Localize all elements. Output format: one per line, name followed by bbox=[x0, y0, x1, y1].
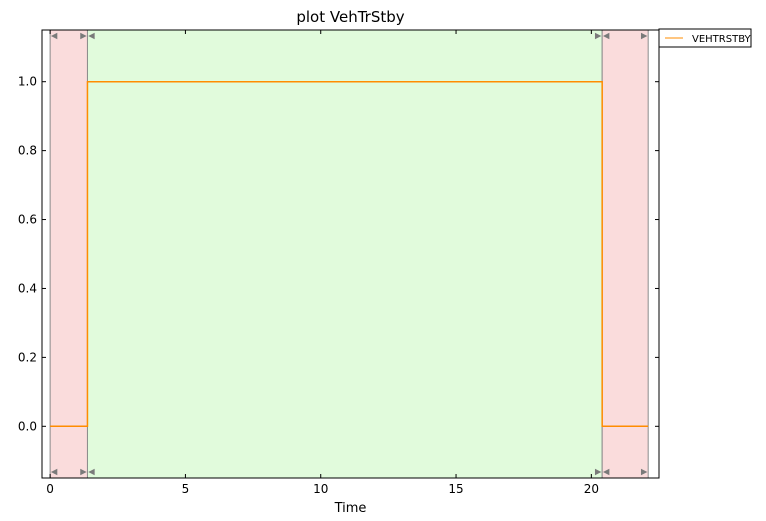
region-1-end-marker-bottom bbox=[594, 468, 602, 476]
region-2-start-marker-top bbox=[602, 32, 610, 40]
x-tick-label: 10 bbox=[313, 482, 328, 496]
y-tick-label: 0.0 bbox=[18, 419, 37, 433]
plot-frame bbox=[41, 29, 660, 479]
y-axis-ticks: 0.0 0.2 0.4 0.6 0.8 1.0 bbox=[18, 75, 659, 433]
y-tick-label: 0.6 bbox=[18, 213, 37, 227]
y-tick-label: 0.2 bbox=[18, 350, 37, 364]
region-1 bbox=[87, 30, 603, 478]
y-tick-label: 0.4 bbox=[18, 281, 37, 295]
x-tick-label: 20 bbox=[584, 482, 599, 496]
region-markers bbox=[50, 32, 648, 476]
y-tick-label: 1.0 bbox=[18, 75, 37, 89]
x-tick-label: 0 bbox=[46, 482, 54, 496]
region-0 bbox=[50, 30, 88, 478]
chart-title: plot VehTrStby bbox=[296, 8, 404, 26]
region-2 bbox=[602, 30, 649, 478]
shaded-regions bbox=[49, 30, 649, 478]
series-layer bbox=[50, 80, 649, 428]
region-0-end-marker-bottom bbox=[80, 468, 87, 476]
region-2-start-marker-bottom bbox=[602, 468, 610, 476]
region-1-start-marker-bottom bbox=[88, 468, 95, 476]
region-1-start-marker-top bbox=[88, 32, 95, 40]
series-line-0 bbox=[50, 80, 649, 428]
region-2-end-marker-top bbox=[640, 32, 648, 40]
region-2-end-marker-bottom bbox=[640, 468, 648, 476]
legend-box bbox=[658, 28, 752, 48]
x-axis-ticks: 0 5 10 15 20 bbox=[46, 30, 599, 496]
region-0-start-marker-top bbox=[50, 32, 58, 40]
x-tick-label: 15 bbox=[448, 482, 463, 496]
x-axis-label: Time bbox=[334, 501, 367, 516]
y-tick-label: 0.8 bbox=[18, 144, 37, 158]
legend-label: VEHTRSTBY bbox=[692, 34, 752, 45]
legend: VEHTRSTBY bbox=[658, 28, 752, 48]
x-tick-label: 5 bbox=[182, 482, 190, 496]
region-1-end-marker-top bbox=[594, 32, 602, 40]
region-0-end-marker-top bbox=[80, 32, 87, 40]
region-0-start-marker-bottom bbox=[50, 468, 58, 476]
